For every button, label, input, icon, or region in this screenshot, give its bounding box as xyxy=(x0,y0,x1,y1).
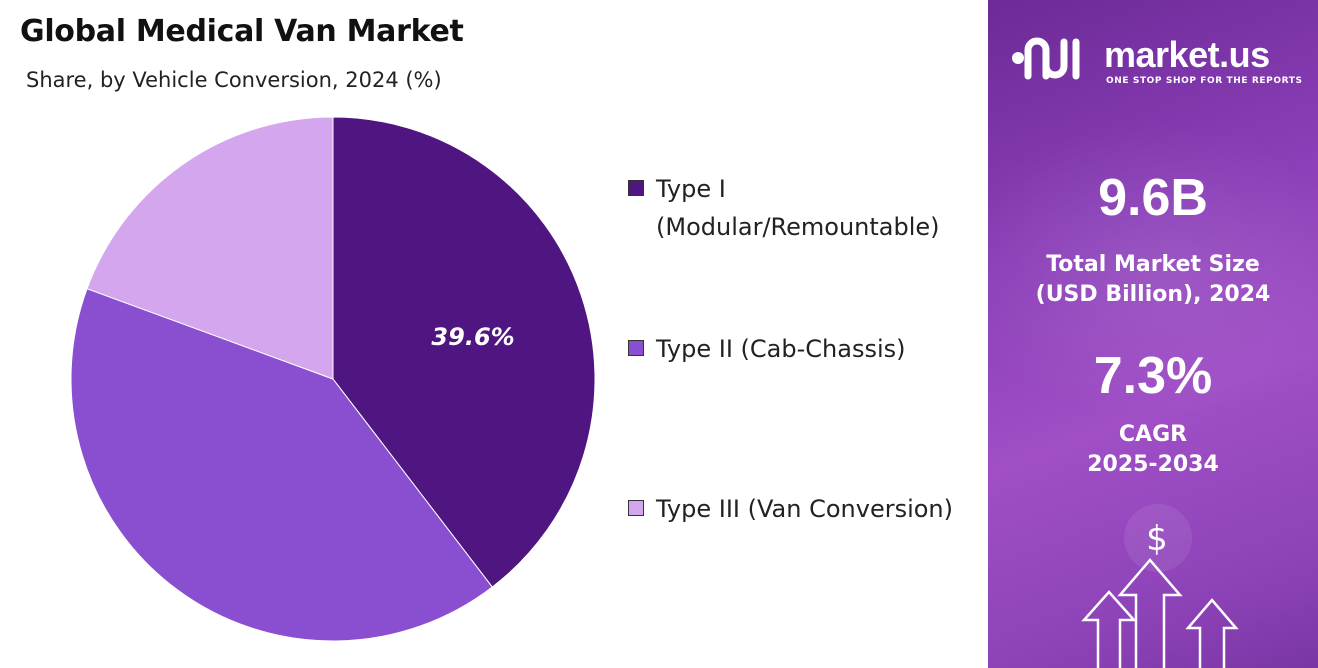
pie-slice-type-2 xyxy=(70,288,493,642)
pie-slice-type-1 xyxy=(332,116,596,588)
legend-swatch-type-2 xyxy=(628,340,644,356)
coin-circle xyxy=(1124,504,1192,572)
logo-text: market.us xyxy=(1104,34,1270,75)
legend-label-type-1-line-1: Type I xyxy=(656,175,726,203)
legend-swatch-type-1 xyxy=(628,180,644,196)
legend-label-type-3: Type III (Van Conversion) xyxy=(656,495,953,523)
legend-swatch-type-3 xyxy=(628,500,644,516)
market-size-value: 9.6B xyxy=(1098,169,1208,227)
legend-label-type-1-line-2: (Modular/Remountable) xyxy=(656,213,940,241)
cagr-label-line-1: CAGR xyxy=(1118,422,1188,447)
chart-area: Global Medical Van Market Share, by Vehi… xyxy=(20,14,986,642)
market-size-label-line-2: (USD Billion), 2024 xyxy=(1035,282,1271,307)
stats-panel: market.us ONE STOP SHOP FOR THE REPORTS … xyxy=(988,0,1318,668)
arrow-up-icon-center xyxy=(1117,558,1183,668)
cagr-label-line-2: 2025-2034 xyxy=(1087,452,1219,477)
market-us-logo: market.us ONE STOP SHOP FOR THE REPORTS xyxy=(1010,34,1310,94)
arrow-up-icon-left xyxy=(1081,590,1137,668)
chart-subtitle: Share, by Vehicle Conversion, 2024 (%) xyxy=(26,68,442,92)
pie-chart: 39.6% xyxy=(70,116,596,642)
growth-decoration: $ xyxy=(1081,504,1239,668)
dollar-icon: $ xyxy=(1146,519,1168,559)
cagr-value: 7.3% xyxy=(1093,347,1213,405)
logo-tagline: ONE STOP SHOP FOR THE REPORTS xyxy=(1106,76,1303,86)
arrow-up-icon-right xyxy=(1185,598,1239,668)
pie-slice-type-3 xyxy=(86,116,334,380)
market-us-logo-icon xyxy=(1012,37,1080,80)
chart-title: Global Medical Van Market xyxy=(20,14,464,49)
cagr-label: CAGR 2025-2034 xyxy=(988,420,1318,480)
market-size-label: Total Market Size (USD Billion), 2024 xyxy=(988,250,1318,310)
legend-label-type-2: Type II (Cab-Chassis) xyxy=(656,335,906,363)
data-label-type-1: 39.6% xyxy=(431,323,514,351)
legend-label-type-1: Type I (Modular/Remountable) xyxy=(656,170,986,246)
market-size-label-line-1: Total Market Size xyxy=(1046,252,1260,277)
